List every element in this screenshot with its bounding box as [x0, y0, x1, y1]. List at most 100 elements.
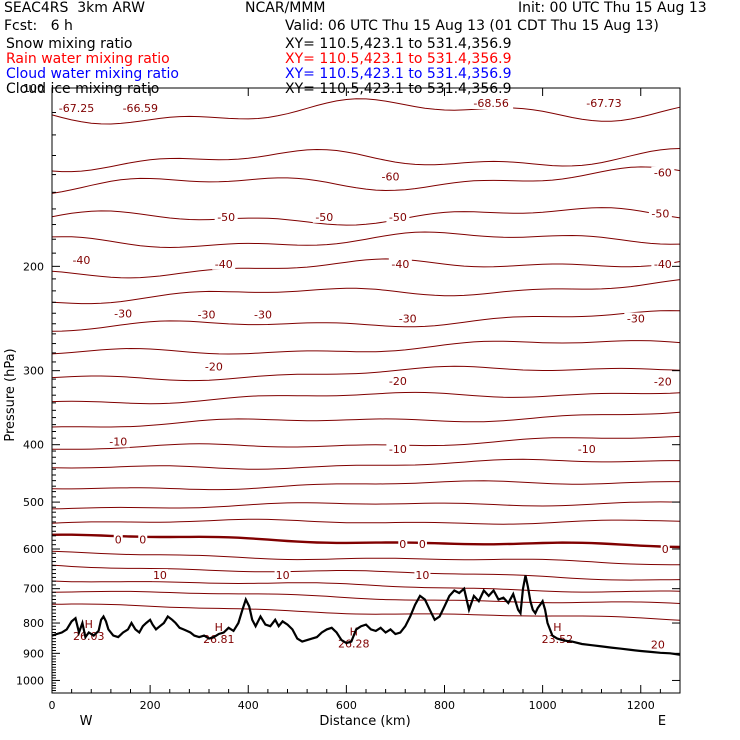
contour-label: -30: [114, 307, 132, 320]
contour-line: [51, 166, 681, 194]
contour-label-bg: [251, 308, 275, 321]
y-tick-label: 200: [23, 260, 44, 273]
center-name: NCAR/MMM: [245, 0, 326, 16]
contour-label: -66.59: [123, 102, 158, 115]
contour-line: [51, 590, 681, 604]
contour-line: [51, 391, 681, 405]
y-tick-label: 500: [23, 496, 44, 509]
contour-label-bg: [195, 308, 219, 321]
high-symbol: H: [350, 626, 358, 639]
y-tick-label: 1000: [16, 674, 44, 687]
contour-label: -10: [109, 435, 127, 448]
contour-label-bg: [69, 253, 93, 266]
field-name-cloud-water: Cloud water mixing ratio: [6, 66, 179, 82]
contour-label-bg: [151, 569, 168, 582]
contour-label: 20: [651, 639, 665, 652]
field-xy-rain: XY= 110.5,423.1 to 531.4,356.9: [285, 51, 512, 67]
contour-label-bg: [138, 533, 148, 546]
contour-label: -40: [72, 254, 90, 267]
contour-label: -50: [651, 208, 669, 221]
contour-line: [51, 480, 680, 491]
contour-line: [51, 148, 681, 173]
high-value: 26.81: [203, 633, 235, 646]
contour-label-bg: [398, 537, 408, 550]
contour-line: [51, 207, 681, 226]
contour-label-bg: [651, 257, 675, 270]
high-symbol: H: [85, 618, 93, 631]
x-tick-label: 0: [49, 699, 56, 712]
contour-label-bg: [649, 638, 666, 651]
y-tick-label: 600: [23, 543, 44, 556]
contour-label-bg: [469, 96, 514, 109]
contour-label-bg: [379, 170, 403, 183]
contour-label: -40: [391, 258, 409, 271]
field-name-snow: Snow mixing ratio: [6, 36, 133, 52]
contour-line: [51, 231, 681, 249]
contour-line: [51, 279, 681, 305]
contour-label: -67.25: [59, 102, 94, 115]
field-xy-cloud-water: XY= 110.5,423.1 to 531.4,356.9: [285, 66, 512, 82]
contour-line: [51, 580, 681, 593]
contour-label: 0: [419, 538, 426, 551]
x-tick-label: 1000: [529, 699, 557, 712]
contour-label: -60: [654, 167, 672, 180]
contour-label-bg: [388, 257, 412, 270]
x-axis-title: Distance (km): [319, 714, 410, 729]
contour-label-bg: [212, 257, 236, 270]
temperature-contours: [51, 98, 681, 621]
contour-line: [51, 550, 680, 566]
contour-label: -50: [315, 211, 333, 224]
contour-line: [51, 603, 681, 621]
contour-label: -50: [389, 211, 407, 224]
contour-line: [51, 533, 681, 549]
field-xy-snow: XY= 110.5,423.1 to 531.4,356.9: [285, 36, 512, 52]
contour-line: [51, 518, 681, 525]
contour-label-bg: [106, 435, 130, 448]
contour-label: -40: [215, 258, 233, 271]
contour-label: 0: [139, 533, 146, 546]
contour-label-bg: [214, 210, 238, 223]
contour-label: -67.73: [586, 97, 621, 110]
contour-line: [51, 501, 680, 510]
contour-line: [51, 258, 681, 279]
east-label: E: [658, 714, 666, 729]
terrain-line: [51, 575, 681, 656]
field-name-rain: Rain water mixing ratio: [6, 51, 170, 67]
model-name: SEAC4RS 3km ARW: [4, 0, 145, 16]
contour-label: -60: [382, 170, 400, 183]
contour-line: [51, 411, 681, 428]
terrain-profile: [51, 575, 681, 656]
field-name-cloud-ice: Cloud ice mixing ratio: [6, 81, 160, 97]
west-label: W: [80, 714, 93, 729]
contour-label-bg: [648, 207, 672, 220]
contour-line: [51, 98, 681, 125]
contour-label: -50: [217, 211, 235, 224]
field-xy-cloud-ice: XY= 110.5,423.1 to 531.4,356.9: [285, 81, 512, 97]
y-tick-label: 100: [23, 82, 44, 95]
contour-label-bg: [651, 166, 675, 179]
high-value: 26.28: [338, 638, 370, 651]
contour-label-bg: [54, 101, 99, 114]
y-tick-label: 800: [23, 617, 44, 630]
contour-line: [51, 310, 681, 332]
contour-label-bg: [624, 312, 648, 325]
x-tick-label: 600: [336, 699, 357, 712]
contour-label: -20: [205, 360, 223, 373]
forecast-hour: Fcst: 6 h: [4, 18, 73, 34]
contour-line: [51, 458, 680, 470]
contour-label-bg: [581, 96, 626, 109]
contour-label-bg: [660, 543, 670, 556]
contour-label-bg: [113, 533, 123, 546]
contour-label-bg: [386, 443, 410, 456]
high-symbol: H: [553, 621, 561, 634]
contour-label: -10: [578, 443, 596, 456]
contour-label: -20: [654, 376, 672, 389]
contour-label-bg: [111, 307, 135, 320]
y-tick-label: 700: [23, 583, 44, 596]
contour-labels: -67.25 -66.59 -68.56 -67.73 -60 -60 -50 -50 -50 -…: [54, 96, 675, 652]
x-tick-label: 200: [140, 699, 161, 712]
contour-label-bg: [274, 569, 291, 582]
contour-label: -30: [198, 308, 216, 321]
